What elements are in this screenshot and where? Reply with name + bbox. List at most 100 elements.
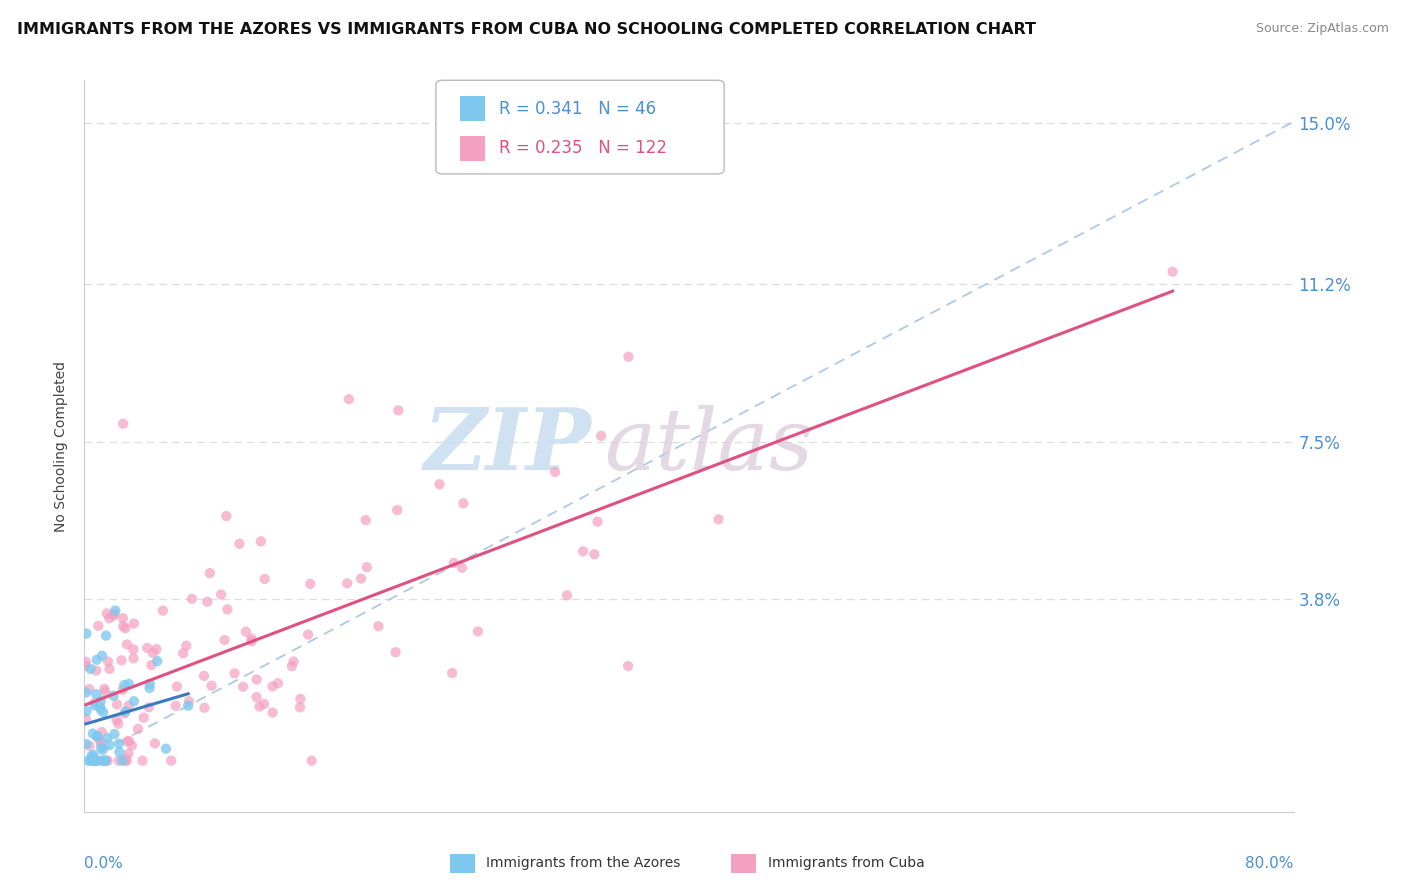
Point: [146, 654, 169, 668]
Point: [77, 754, 100, 768]
Point: [145, 642, 167, 657]
Point: [98, 611, 121, 625]
Point: [89, 734, 111, 748]
Point: [441, 666, 464, 681]
Point: [111, 611, 134, 625]
Point: [86, 653, 108, 667]
Point: [122, 651, 145, 665]
Point: [132, 711, 155, 725]
Point: [583, 547, 606, 561]
Point: [79, 739, 101, 753]
Point: [104, 603, 127, 617]
Point: [93, 681, 115, 696]
Point: [544, 465, 567, 479]
Point: [139, 676, 162, 690]
Point: [122, 642, 145, 657]
Point: [181, 591, 204, 606]
Point: [96, 731, 118, 745]
Point: [83, 698, 105, 713]
Point: [451, 561, 474, 575]
Point: [165, 698, 187, 713]
Point: [253, 572, 276, 586]
Point: [617, 659, 640, 673]
Point: [246, 673, 269, 687]
Point: [114, 751, 136, 765]
Point: [86, 754, 108, 768]
Point: [240, 632, 263, 646]
Point: [76, 704, 98, 718]
Point: [97, 655, 120, 669]
Point: [86, 730, 108, 744]
Point: [195, 595, 218, 609]
Point: [89, 699, 111, 714]
Point: [232, 680, 254, 694]
Point: [108, 737, 131, 751]
Point: [707, 512, 730, 526]
Point: [96, 754, 118, 768]
Point: [83, 747, 105, 762]
Text: atlas: atlas: [605, 405, 814, 487]
Point: [138, 681, 160, 695]
Point: [114, 754, 136, 768]
Point: [91, 706, 114, 720]
Point: [115, 754, 138, 768]
Point: [215, 509, 238, 524]
Point: [90, 737, 112, 751]
Point: [131, 754, 153, 768]
Point: [103, 607, 125, 621]
Point: [122, 616, 145, 631]
Point: [94, 754, 117, 768]
Point: [166, 680, 188, 694]
Point: [114, 705, 136, 719]
Point: [443, 556, 465, 570]
Point: [136, 640, 159, 655]
Point: [1161, 265, 1184, 279]
Point: [110, 653, 132, 667]
Point: [82, 726, 104, 740]
Point: [193, 669, 215, 683]
Point: [90, 702, 112, 716]
Point: [98, 662, 121, 676]
Point: [117, 747, 139, 761]
Point: [617, 350, 640, 364]
Point: [177, 698, 200, 713]
Point: [79, 662, 101, 676]
Point: [77, 682, 100, 697]
Point: [90, 725, 112, 739]
Point: [283, 655, 305, 669]
Point: [367, 619, 389, 633]
Point: [152, 603, 174, 617]
Point: [90, 740, 112, 755]
Point: [118, 734, 141, 748]
Point: [91, 754, 114, 768]
Point: [142, 646, 165, 660]
Point: [350, 572, 373, 586]
Point: [118, 677, 141, 691]
Point: [103, 727, 125, 741]
Point: [84, 687, 107, 701]
Text: 0.0%: 0.0%: [84, 856, 124, 871]
Point: [84, 754, 107, 768]
Point: [84, 696, 107, 710]
Point: [155, 741, 177, 756]
Point: [387, 403, 409, 417]
Point: [83, 754, 105, 768]
Point: [80, 748, 103, 763]
Point: [200, 679, 222, 693]
Point: [253, 697, 276, 711]
Point: [586, 515, 609, 529]
Point: [240, 634, 263, 648]
Point: [111, 682, 134, 697]
Point: [103, 689, 125, 703]
Point: [75, 737, 97, 751]
Point: [112, 678, 135, 692]
Point: [453, 496, 475, 510]
Point: [591, 429, 613, 443]
Point: [224, 666, 246, 681]
Point: [111, 754, 134, 768]
Point: [235, 624, 257, 639]
Point: [75, 712, 97, 726]
Point: [80, 754, 103, 768]
Text: IMMIGRANTS FROM THE AZORES VS IMMIGRANTS FROM CUBA NO SCHOOLING COMPLETED CORREL: IMMIGRANTS FROM THE AZORES VS IMMIGRANTS…: [17, 22, 1036, 37]
Text: 80.0%: 80.0%: [1246, 856, 1294, 871]
